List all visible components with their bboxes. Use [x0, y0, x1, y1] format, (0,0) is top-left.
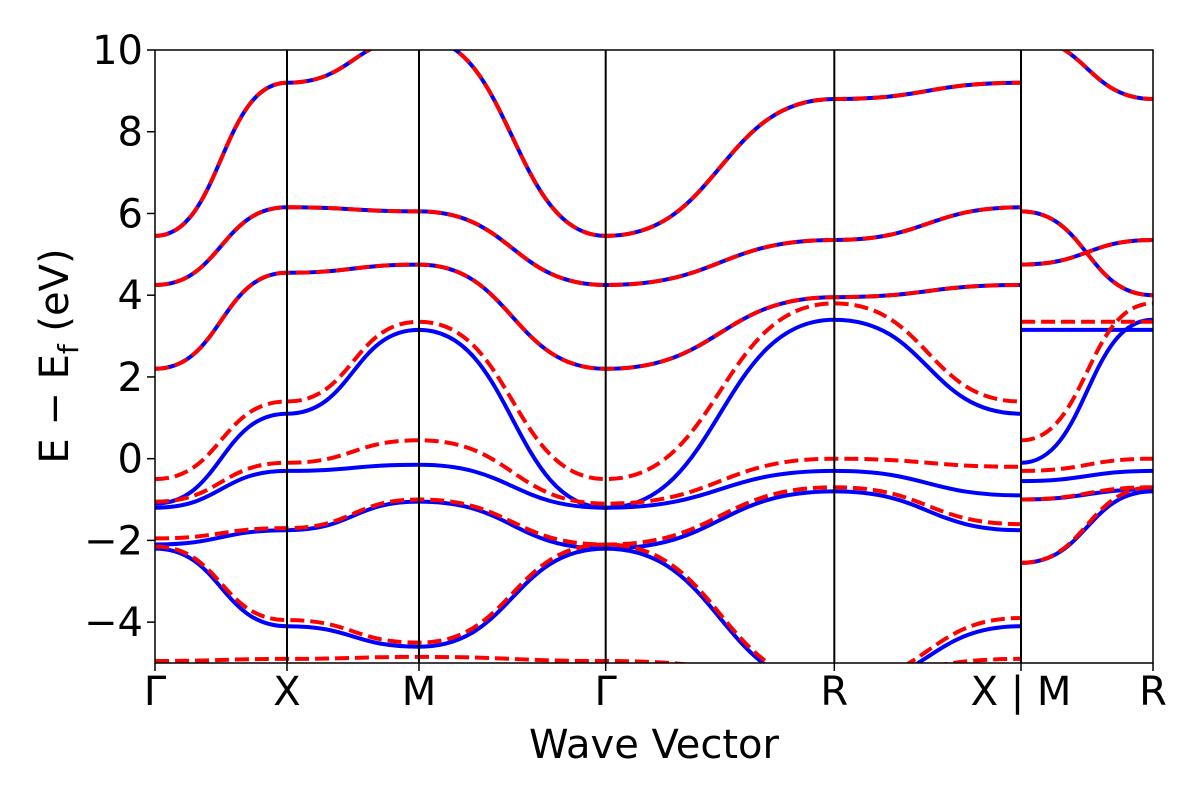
- y-tick-label: 6: [118, 191, 143, 237]
- dashed-band-22: [1020, 485, 1153, 502]
- y-tick-label: 10: [92, 28, 143, 74]
- dashed-band-30: [1060, 50, 1153, 101]
- high-symmetry-lines: [286, 50, 1022, 663]
- dashed-band-3: [155, 205, 1022, 287]
- plot-background: [155, 50, 1153, 663]
- y-axis-label-suffix: (eV): [32, 248, 78, 344]
- dashed-band-13: [155, 542, 1022, 663]
- x-tick-label: M: [402, 669, 437, 715]
- dashed-band-7: [155, 301, 1022, 482]
- y-tick-label: 4: [118, 273, 143, 319]
- x-tick-label: X: [273, 669, 300, 715]
- y-tick-label: −2: [84, 518, 143, 564]
- x-tick-label: R: [1139, 669, 1167, 715]
- solid-band-12: [155, 546, 1022, 663]
- y-axis-label-prefix: E − E: [32, 354, 78, 464]
- x-axis-ticks: Γ X M Γ R X | M R: [144, 663, 1167, 715]
- x-tick-label: Γ: [144, 669, 167, 715]
- x-tick-label: R: [820, 669, 848, 715]
- solid-band-8: [155, 462, 1022, 510]
- y-axis-ticks: −4 −2 0 2 4 6 8 10: [84, 28, 155, 646]
- y-tick-label: −4: [84, 600, 143, 646]
- dashed-band-20: [1020, 456, 1153, 473]
- y-tick-label: 2: [118, 355, 143, 401]
- plot-frame: [154, 49, 1154, 664]
- dashed-band-28: [1020, 238, 1153, 267]
- y-axis-label-subscript: f: [52, 343, 85, 354]
- y-axis-label: E − Ef (eV): [32, 248, 85, 463]
- x-tick-label: X | M: [971, 669, 1072, 715]
- dashed-band-24: [1020, 485, 1153, 565]
- dashed-band-5: [155, 262, 1022, 371]
- dashed-band-18: [1020, 301, 1153, 443]
- y-tick-label: 8: [118, 110, 143, 156]
- x-axis-label: Wave Vector: [529, 722, 780, 768]
- y-tick-label: 0: [118, 437, 143, 483]
- x-tick-label: Γ: [595, 669, 618, 715]
- solid-band-17: [1020, 317, 1153, 465]
- solid-band-19: [1020, 468, 1153, 484]
- dashed-band-9: [155, 438, 1022, 506]
